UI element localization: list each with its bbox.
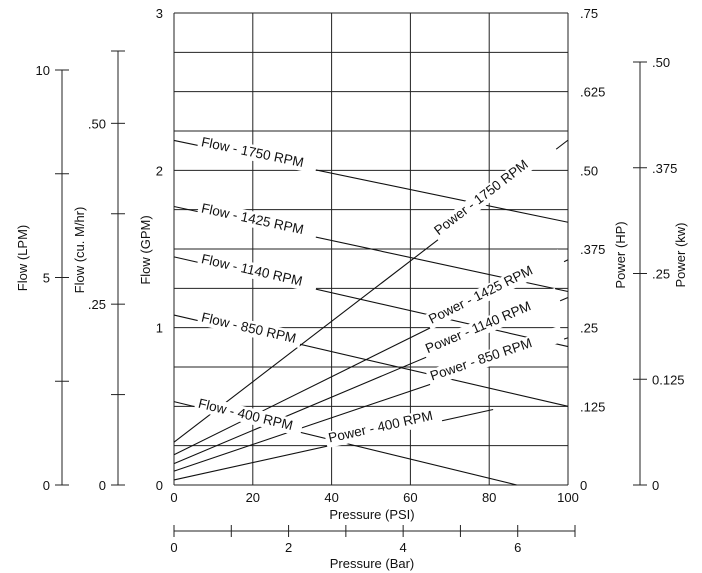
x2-tick-label: 2 (285, 540, 292, 555)
power-label-background (429, 138, 558, 242)
x2-axis-title: Pressure (Bar) (330, 556, 415, 571)
x2-tick-label: 6 (514, 540, 521, 555)
x2-tick-label: 0 (170, 540, 177, 555)
y-tick-label: 0 (156, 478, 163, 493)
hp-tick-label: .125 (580, 399, 605, 414)
hp-tick-label: .75 (580, 6, 598, 21)
hp-axis-title: Power (HP) (613, 221, 628, 288)
x-tick-label: 60 (403, 490, 417, 505)
x2-tick-label: 4 (400, 540, 407, 555)
lpm-tick-label: 10 (36, 63, 50, 78)
cuM-axis-title: Flow (cu. M/hr) (72, 207, 87, 294)
y-tick-label: 1 (156, 321, 163, 336)
power-label-background (324, 407, 443, 449)
flow-label-background (196, 199, 319, 242)
x-tick-label: 100 (557, 490, 579, 505)
kw-axis-title: Power (kw) (673, 222, 688, 287)
lpm-tick-label: 5 (43, 271, 50, 286)
kw-tick-label: .25 (652, 267, 670, 282)
hp-tick-label: .625 (580, 85, 605, 100)
x-tick-label: 0 (170, 490, 177, 505)
x-tick-label: 20 (246, 490, 260, 505)
cuM-tick-label: 0 (99, 478, 106, 493)
power-label-background (423, 249, 565, 330)
hp-tick-label: 0 (580, 478, 587, 493)
cuM-tick-label: .50 (88, 116, 106, 131)
flow-label-background (196, 308, 303, 349)
x-axis-title: Pressure (PSI) (329, 507, 414, 522)
x-tick-label: 80 (482, 490, 496, 505)
y-axis-title: Flow (GPM) (138, 215, 153, 284)
flow-label-background (196, 250, 319, 294)
y-tick-label: 2 (156, 163, 163, 178)
y-tick-label: 3 (156, 6, 163, 21)
hp-tick-label: .25 (580, 321, 598, 336)
hp-tick-label: .50 (580, 163, 598, 178)
lpm-axis-title: Flow (LPM) (15, 225, 30, 291)
kw-tick-label: .50 (652, 55, 670, 70)
kw-tick-label: .375 (652, 161, 677, 176)
cuM-tick-label: .25 (88, 297, 106, 312)
hp-tick-label: .375 (580, 242, 605, 257)
x-tick-label: 40 (324, 490, 338, 505)
kw-tick-label: 0 (652, 478, 659, 493)
power-label-background (425, 325, 565, 387)
power-label-background (420, 287, 561, 360)
flow-label-background (193, 394, 304, 437)
lpm-tick-label: 0 (43, 478, 50, 493)
kw-tick-label: 0.125 (652, 372, 685, 387)
flow-label-background (196, 133, 319, 174)
